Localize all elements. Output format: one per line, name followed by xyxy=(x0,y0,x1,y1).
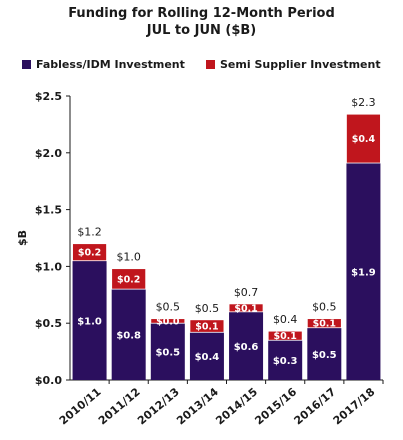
data-label-fabless: $1.0 xyxy=(77,316,102,327)
chart-title: Funding for Rolling 12-Month Period xyxy=(68,6,335,21)
bar-semi-supplier xyxy=(267,330,303,341)
x-tick-label: 2013/14 xyxy=(174,385,221,427)
data-label-fabless: $1.9 xyxy=(351,268,376,279)
data-label-fabless: $0.6 xyxy=(234,342,259,353)
y-axis-label: $B xyxy=(16,230,29,246)
data-label-fabless: $0.4 xyxy=(195,352,220,363)
bar-semi-supplier xyxy=(150,318,186,324)
data-label-semi-supplier: $0.4 xyxy=(352,134,376,145)
data-label-total: $0.5 xyxy=(156,301,181,314)
data-label-semi-supplier: $0.1 xyxy=(195,322,218,333)
x-tick-label: 2011/12 xyxy=(96,385,143,427)
bar-fabless xyxy=(72,260,107,380)
bar-fabless xyxy=(111,289,146,380)
data-label-semi-supplier: $0.2 xyxy=(117,274,140,285)
x-tick-label: 2017/18 xyxy=(331,385,378,427)
legend-label-semi-supplier: Semi Supplier Investment xyxy=(220,58,381,71)
bar-fabless xyxy=(346,163,381,380)
bar-fabless xyxy=(189,332,224,380)
bar-fabless xyxy=(307,327,342,380)
y-tick-label: $0.0 xyxy=(35,374,62,387)
data-label-fabless: $0.5 xyxy=(155,348,180,359)
data-label-total: $1.0 xyxy=(116,251,141,264)
bar-semi-supplier xyxy=(346,113,381,164)
data-label-semi-supplier: $0.1 xyxy=(313,319,336,330)
data-label-total: $0.7 xyxy=(234,286,259,299)
x-tick-label: 2010/11 xyxy=(57,385,104,427)
x-tick-label: 2014/15 xyxy=(213,385,260,427)
bar-fabless xyxy=(268,340,303,380)
y-tick-label: $1.5 xyxy=(35,204,62,217)
y-tick-label: $2.5 xyxy=(35,90,62,103)
legend-item-semi-supplier: Semi Supplier Investment xyxy=(206,58,381,71)
y-tick-label: $1.0 xyxy=(35,260,62,273)
data-label-total: $1.2 xyxy=(77,226,102,239)
y-tick-label: $2.0 xyxy=(35,147,62,160)
data-label-total: $0.4 xyxy=(273,313,298,326)
data-label-total: $2.3 xyxy=(351,96,376,109)
bar-semi-supplier xyxy=(228,303,264,313)
data-label-semi-supplier: $0.1 xyxy=(273,331,296,342)
bar-fabless xyxy=(150,323,185,380)
legend-label-fabless: Fabless/IDM Investment xyxy=(36,58,185,71)
data-label-semi-supplier: $0.0 xyxy=(156,316,180,327)
y-tick-label: $0.5 xyxy=(35,317,62,330)
x-tick-label: 2015/16 xyxy=(252,385,299,427)
data-label-fabless: $0.5 xyxy=(312,350,337,361)
bar-semi-supplier xyxy=(72,243,107,262)
legend-swatch-semi-supplier xyxy=(206,60,215,69)
bar-semi-supplier xyxy=(306,318,342,329)
data-label-semi-supplier: $0.2 xyxy=(78,248,101,259)
legend-swatch-fabless xyxy=(22,60,31,69)
x-tick-label: 2012/13 xyxy=(135,385,182,427)
data-label-total: $0.5 xyxy=(195,302,220,315)
data-label-semi-supplier: $0.1 xyxy=(234,303,257,314)
bar-semi-supplier xyxy=(189,319,225,333)
bar-semi-supplier xyxy=(111,268,147,290)
chart-subtitle: JUL to JUN ($B) xyxy=(146,23,257,38)
bar-fabless xyxy=(229,311,264,380)
data-label-fabless: $0.3 xyxy=(273,356,298,367)
legend-item-fabless: Fabless/IDM Investment xyxy=(22,58,185,71)
x-tick-label: 2016/17 xyxy=(292,385,339,427)
data-label-total: $0.5 xyxy=(312,301,337,314)
data-label-fabless: $0.8 xyxy=(116,331,141,342)
